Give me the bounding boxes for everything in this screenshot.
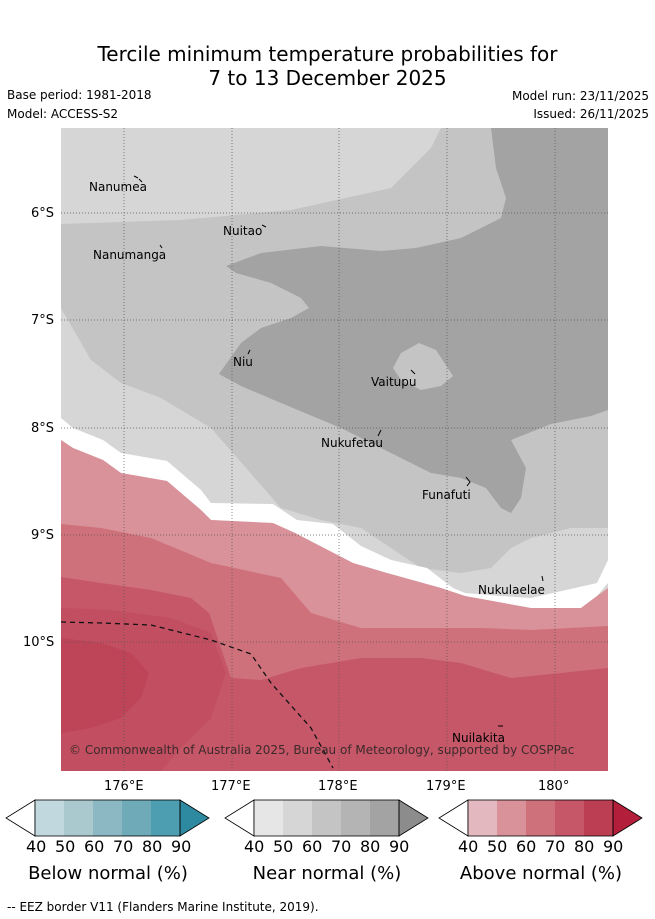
lat-label-7s: 7°S [31,313,55,328]
colorbar-below-title: Below normal (%) [28,863,188,884]
below-colorbar-segment-3 [93,800,122,836]
model-run: Model run: 23/11/2025 [511,89,649,103]
near-normal-60-island [393,343,453,390]
above-colorbar-over-extension [612,799,643,837]
near-normal-70-region [219,128,608,513]
eez-border [61,621,334,769]
place-nukulaelae: Nukulaelae [478,583,545,597]
near-colorbar-segment-5 [370,800,399,836]
lon-label-178e: 178°E [318,779,358,794]
below-colorbar-under-extension [5,799,36,837]
above-colorbar-segment-5 [584,800,613,836]
chart-title-line2: 7 to 13 December 2025 [208,66,447,90]
place-nanumanga: Nanumanga [93,248,166,262]
below-tick-60: 60 [84,837,105,856]
below-tick-90: 90 [171,837,192,856]
lon-label-179e: 179°E [426,779,466,794]
below-colorbar-segment-2 [64,800,93,836]
below-colorbar-outline [34,799,181,837]
below-colorbar-over-extension [179,799,210,837]
base-period: Base period: 1981-2018 [7,88,152,102]
below-tick-80: 80 [142,837,163,856]
place-funafuti: Funafuti [422,488,471,502]
lat-label-9s: 9°S [31,528,55,543]
near-colorbar-under-extension [224,799,255,837]
chart-title-line1: Tercile minimum temperature probabilitie… [97,42,558,66]
lon-label-180: 180° [538,779,570,794]
issued-date: Issued: 26/11/2025 [533,107,649,121]
above-tick-60: 60 [516,837,537,856]
below-tick-40: 40 [26,837,47,856]
below-tick-50: 50 [55,837,76,856]
lat-label-8s: 8°S [31,421,55,436]
near-colorbar-outline [253,799,400,837]
above-tick-70: 70 [545,837,566,856]
above-colorbar-under-extension [438,799,469,837]
lon-label-177e: 177°E [211,779,251,794]
near-tick-60: 60 [302,837,323,856]
above-colorbar-segment-1 [468,800,497,836]
near-tick-80: 80 [360,837,381,856]
place-nukufetau: Nukufetau [321,436,383,450]
below-tick-70: 70 [113,837,134,856]
place-vaitupu: Vaitupu [371,375,417,389]
near-tick-70: 70 [331,837,352,856]
eez-legend-text: -- EEZ border V11 (Flanders Marine Insti… [7,900,319,914]
near-colorbar-segment-3 [312,800,341,836]
colorbar-near-title: Near normal (%) [252,863,402,884]
near-colorbar-segment-2 [283,800,312,836]
lat-label-6s: 6°S [31,206,55,221]
above-tick-40: 40 [458,837,479,856]
colorbar-above-title: Above normal (%) [459,863,623,884]
above-normal-75-region [61,608,226,771]
lat-label-10s: 10°S [23,635,55,650]
above-colorbar-segment-3 [526,800,555,836]
above-colorbar-segment-2 [497,800,526,836]
place-nuilakita: Nuilakita [452,731,505,745]
copyright-notice: © Commonwealth of Australia 2025, Bureau… [69,743,574,757]
below-colorbar-segment-4 [122,800,151,836]
above-colorbar-segment-4 [555,800,584,836]
probability-map: Nanumea Nuitao Nanumanga Niu Vaitupu Nuk… [61,128,608,771]
below-colorbar-segment-1 [35,800,64,836]
colorbar-above-normal [438,799,643,837]
eez-legend: -- EEZ border V11 (Flanders Marine Insti… [7,900,319,914]
place-niu: Niu [233,355,253,369]
graticule [61,128,608,771]
above-tick-90: 90 [603,837,624,856]
near-colorbar-segment-1 [254,800,283,836]
place-nuitao: Nuitao [223,224,262,238]
above-tick-50: 50 [487,837,508,856]
near-colorbar-segment-4 [341,800,370,836]
colorbar-near-normal [224,799,429,837]
near-tick-90: 90 [389,837,410,856]
above-colorbar-outline [467,799,614,837]
model-name: Model: ACCESS-S2 [7,107,119,121]
above-tick-80: 80 [574,837,595,856]
colorbar-below-normal [5,799,210,837]
place-nanumea: Nanumea [89,180,147,194]
island-markers [133,175,544,727]
near-tick-40: 40 [244,837,265,856]
below-colorbar-segment-5 [151,800,180,836]
near-colorbar-over-extension [398,799,429,837]
near-tick-50: 50 [273,837,294,856]
lon-label-176e: 176°E [104,779,144,794]
